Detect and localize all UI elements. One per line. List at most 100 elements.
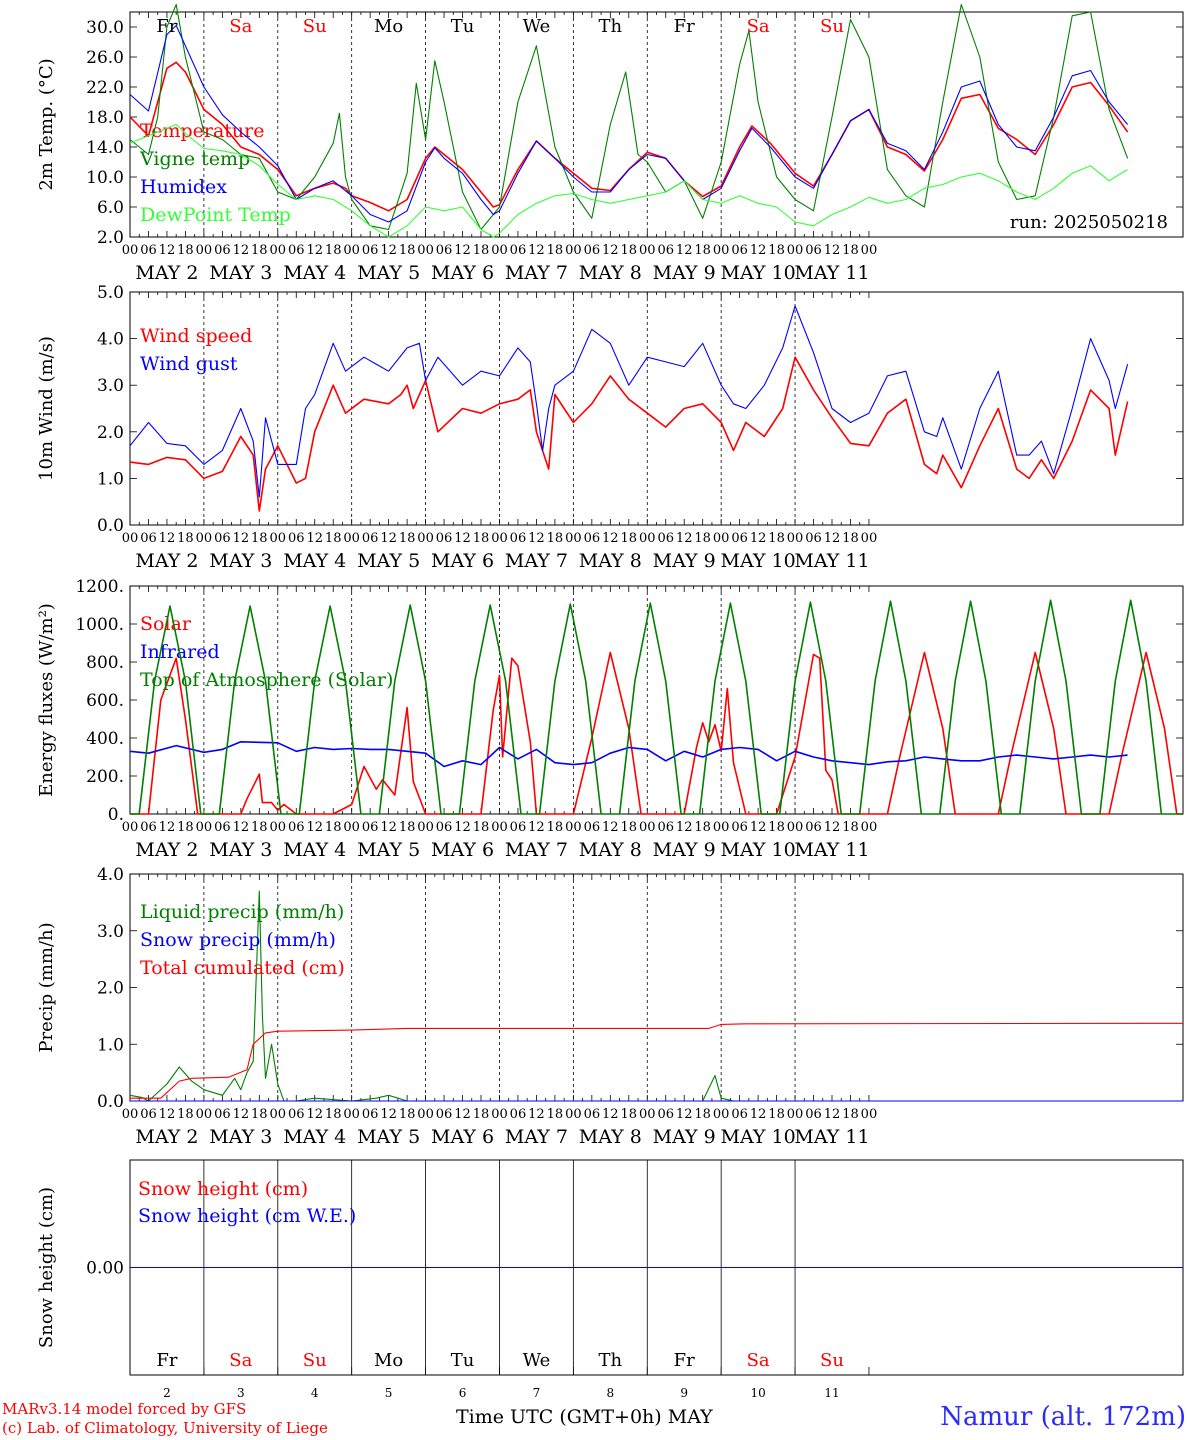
x-hour-label: 12 [676,1107,693,1122]
day-number-label: 10 [750,1386,765,1400]
y-tick-label: 1000. [75,615,124,635]
x-hour-label: 18 [842,531,859,546]
x-hour-label: 00 [639,243,656,258]
x-hour-label: 00 [861,1107,878,1122]
x-hour-label: 00 [122,820,139,835]
x-day-label: MAY 8 [579,262,642,284]
x-day-label: MAY 10 [721,550,796,572]
weekday-label-top: Su [303,16,327,37]
y-tick-label: 2.0 [97,228,124,248]
x-day-label: MAY 11 [794,1126,869,1148]
x-hour-label: 06 [731,243,748,258]
x-day-label: MAY 7 [505,1126,568,1148]
x-hour-label: 00 [861,243,878,258]
x-hour-label: 06 [657,1107,674,1122]
x-hour-label: 12 [380,820,397,835]
x-hour-label: 18 [251,820,268,835]
x-hour-label: 18 [251,1107,268,1122]
x-hour-label: 12 [159,243,176,258]
series-line-wind-1 [129,305,1129,498]
x-hour-label: 12 [528,820,545,835]
x-hour-label: 12 [306,243,323,258]
x-hour-label: 06 [805,243,822,258]
x-hour-label: 00 [713,243,730,258]
weekday-label-top: Sa [229,16,252,37]
series-line-energy-0 [130,651,1183,815]
y-tick-label: 14.0 [86,138,124,158]
credit-line-1: MARv3.14 model forced by GFS [2,1400,247,1418]
x-hour-label: 00 [122,531,139,546]
x-day-label: MAY 6 [431,839,494,861]
x-hour-label: 18 [694,1107,711,1122]
x-hour-label: 06 [140,531,157,546]
day-number-label: 5 [385,1386,393,1400]
y-tick-label: 3.0 [97,922,124,942]
x-hour-label: 18 [251,531,268,546]
x-day-label: MAY 9 [653,262,716,284]
x-hour-label: 00 [565,1107,582,1122]
y-tick-label: 1.0 [97,469,124,489]
x-day-label: MAY 4 [283,550,346,572]
y-tick-label: 400. [86,729,124,749]
y-tick-label: 200. [86,767,124,787]
legend-precip-2: Total cumulated (cm) [140,957,345,979]
x-hour-label: 00 [639,820,656,835]
x-hour-label: 06 [214,1107,231,1122]
y-tick-label: 3.0 [97,376,124,396]
series-line-temp-0 [129,61,1129,212]
x-hour-label: 06 [805,531,822,546]
y-tick-label: 30.0 [86,18,124,38]
legend-wind-0: Wind speed [140,325,252,347]
y-tick-label: 1200. [75,577,124,597]
series-line-precip-2 [130,1022,1184,1099]
y-axis-title-precip: Precip (mm/h) [36,922,57,1052]
x-hour-label: 00 [270,531,287,546]
x-hour-label: 06 [436,243,453,258]
x-hour-label: 00 [491,1107,508,1122]
x-hour-label: 12 [159,531,176,546]
x-hour-label: 12 [824,1107,841,1122]
y-tick-label: 26.0 [86,48,124,68]
x-hour-label: 06 [584,531,601,546]
x-day-label: MAY 9 [653,1126,716,1148]
x-hour-label: 06 [584,1107,601,1122]
x-hour-label: 06 [584,243,601,258]
x-hour-label: 18 [694,531,711,546]
x-day-label: MAY 5 [357,262,420,284]
legend-temp-3: DewPoint Temp [140,204,291,226]
x-hour-label: 00 [122,1107,139,1122]
x-hour-label: 12 [602,531,619,546]
y-axis-title-temp: 2m Temp. (°C) [36,58,57,190]
x-hour-label: 12 [233,1107,250,1122]
x-hour-label: 12 [824,820,841,835]
x-hour-label: 18 [768,243,785,258]
series-line-temp-2 [129,24,1129,223]
x-hour-label: 06 [731,531,748,546]
x-hour-label: 06 [214,531,231,546]
x-hour-label: 06 [436,820,453,835]
y-tick-label: 600. [86,691,124,711]
x-day-label: MAY 11 [794,262,869,284]
y-axis-title-wind: 10m Wind (m/s) [36,336,57,481]
x-hour-label: 06 [731,1107,748,1122]
x-hour-label: 06 [805,1107,822,1122]
x-day-label: MAY 6 [431,550,494,572]
x-hour-label: 18 [399,820,416,835]
x-hour-label: 00 [196,1107,213,1122]
x-hour-label: 00 [122,243,139,258]
x-hour-label: 00 [343,531,360,546]
plot-frame-energy [129,585,1184,815]
x-hour-label: 00 [713,1107,730,1122]
x-day-label: MAY 7 [505,550,568,572]
x-hour-label: 18 [621,1107,638,1122]
x-hour-label: 00 [343,243,360,258]
x-hour-label: 00 [343,820,360,835]
x-hour-label: 00 [491,243,508,258]
weekday-label-bottom: Sa [747,1350,770,1371]
x-hour-label: 12 [750,243,767,258]
weekday-label-top: We [523,16,551,37]
y-tick-label: 18.0 [86,108,124,128]
x-hour-label: 06 [362,243,379,258]
series-line-temp-3 [129,123,1128,238]
